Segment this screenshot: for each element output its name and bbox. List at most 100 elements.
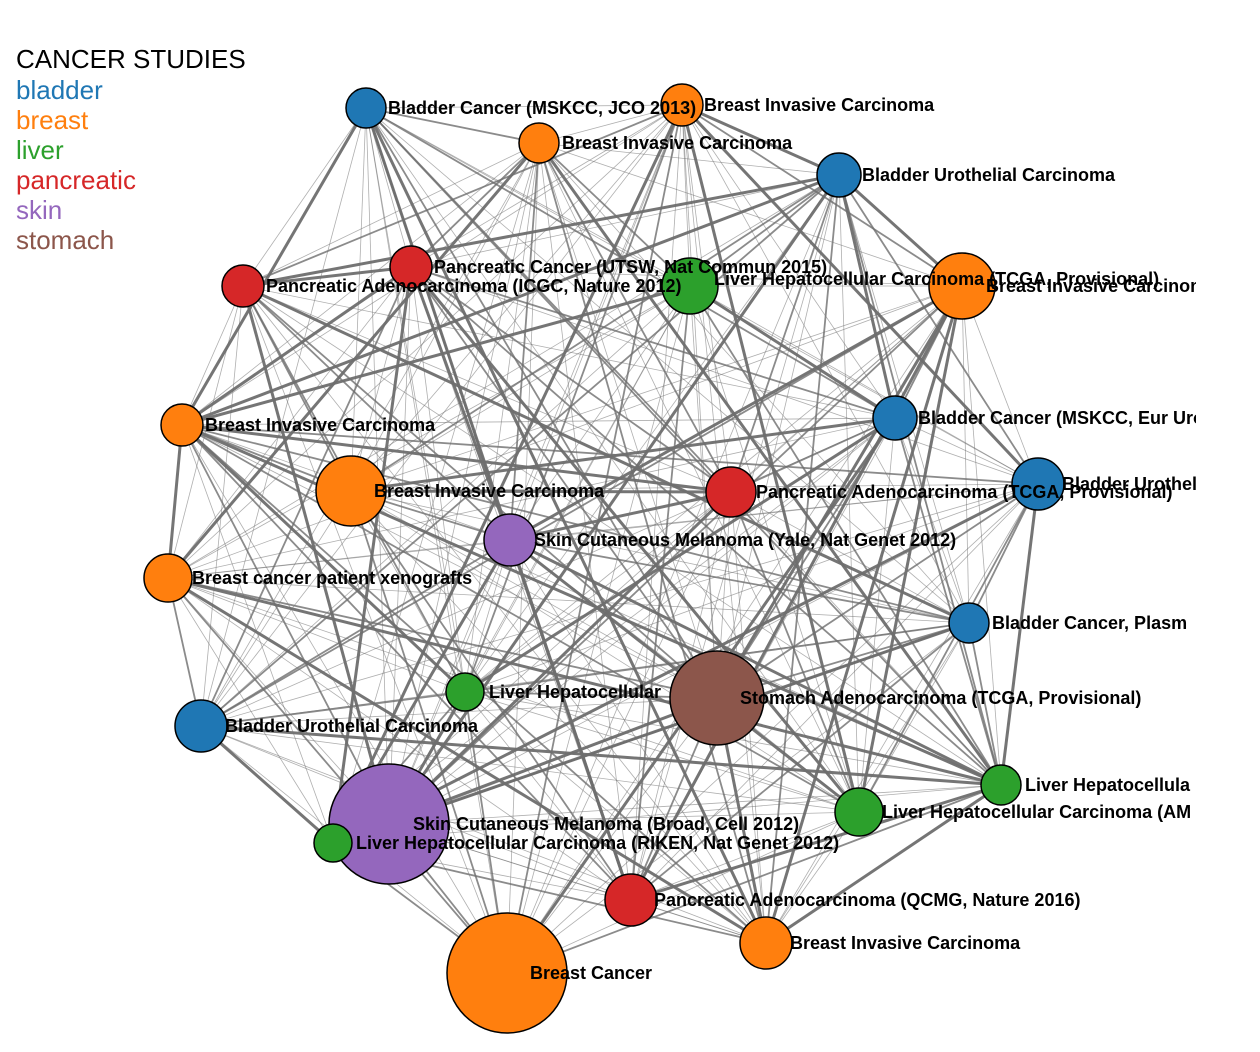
edge <box>464 691 632 901</box>
edge <box>388 417 896 825</box>
edge <box>506 491 732 974</box>
edge <box>629 285 964 901</box>
node-label: Breast Invasive Carcinoma <box>986 276 1217 296</box>
edge <box>387 174 841 825</box>
node-label: Breast Cancer <box>530 963 652 983</box>
node-label: Stomach Adenocarcinoma (TCGA, Provisiona… <box>740 688 1141 708</box>
node-pancreatic[interactable] <box>604 873 658 927</box>
node-pancreatic[interactable] <box>221 264 265 308</box>
edge <box>365 107 896 419</box>
edge <box>180 107 368 426</box>
edge <box>410 266 1039 485</box>
node-bladder[interactable] <box>1011 457 1065 511</box>
node-liver[interactable] <box>445 672 485 712</box>
edge <box>730 491 1002 786</box>
edge <box>200 691 466 727</box>
edge <box>388 784 1002 825</box>
node-liver[interactable] <box>313 823 353 863</box>
edge <box>242 142 540 287</box>
node-label: Breast Invasive Carcinoma <box>704 95 935 115</box>
edge <box>350 266 412 492</box>
node-pancreatic[interactable] <box>705 466 757 518</box>
node-breast[interactable] <box>446 912 568 1034</box>
edge <box>200 539 511 727</box>
legend-item-liver[interactable]: liver <box>16 135 64 165</box>
edge <box>538 142 840 176</box>
edge <box>167 577 632 901</box>
node-breast[interactable] <box>143 553 193 603</box>
edge <box>894 417 970 624</box>
node-label: Breast Invasive Carcinoma <box>790 933 1021 953</box>
edge <box>858 417 896 813</box>
edge <box>242 285 767 944</box>
edge <box>464 416 896 694</box>
node-label: Liver Hepatocellular Carcinoma (TCGA, Pr… <box>714 269 1159 289</box>
edge <box>167 577 718 699</box>
edge <box>630 483 1039 901</box>
legend-item-skin[interactable]: skin <box>16 195 63 225</box>
legend-item-bladder[interactable]: bladder <box>16 75 103 105</box>
edge <box>681 104 963 287</box>
node-pancreatic[interactable] <box>389 245 433 289</box>
node-breast[interactable] <box>739 916 793 970</box>
edge <box>681 104 896 419</box>
edge <box>538 142 732 493</box>
node-skin[interactable] <box>483 513 537 567</box>
edge <box>350 416 896 493</box>
node-liver[interactable] <box>661 257 719 315</box>
edge <box>200 104 683 727</box>
edge <box>167 577 334 844</box>
edge <box>537 142 1003 786</box>
node-label: Pancreatic Cancer (UTSW, Nat Commun 2015… <box>434 257 827 277</box>
edge <box>167 417 896 579</box>
node-bladder[interactable] <box>816 152 862 198</box>
node-label: Bladder Urothelial <box>1062 474 1217 494</box>
edge <box>961 285 1039 485</box>
legend-item-stomach[interactable]: stomach <box>16 225 115 255</box>
node-bladder[interactable] <box>174 699 228 753</box>
edge <box>894 417 1002 786</box>
legend-item-pancreatic[interactable]: pancreatic <box>16 165 136 195</box>
edge <box>387 490 733 826</box>
legend-item-breast[interactable]: breast <box>16 105 89 135</box>
node-label: Breast Invasive Carcinoma <box>205 415 436 435</box>
node-breast[interactable] <box>518 122 560 164</box>
edge <box>689 285 1039 485</box>
edge <box>181 417 896 426</box>
edge <box>242 173 840 288</box>
node-liver[interactable] <box>980 764 1022 806</box>
edge <box>630 417 896 901</box>
edge <box>764 285 964 944</box>
edge <box>464 174 840 693</box>
node-breast[interactable] <box>660 83 704 127</box>
node-stomach[interactable] <box>669 650 765 746</box>
edge <box>765 622 970 944</box>
edge <box>167 539 511 579</box>
edge <box>180 423 467 694</box>
node-bladder[interactable] <box>948 602 990 644</box>
edge <box>509 538 1002 787</box>
node-breast[interactable] <box>315 455 387 527</box>
edge <box>181 424 718 699</box>
edge <box>716 483 1039 699</box>
node-breast[interactable] <box>160 403 204 447</box>
edge <box>242 265 412 288</box>
edge <box>630 174 840 901</box>
edge <box>506 285 691 974</box>
node-bladder[interactable] <box>872 395 918 441</box>
edge <box>181 285 244 426</box>
node-label: Liver Hepatocellular Carcinoma (RIKEN, N… <box>356 833 839 853</box>
edge <box>968 622 1002 786</box>
edge <box>181 284 691 427</box>
node-liver[interactable] <box>834 787 884 837</box>
edge <box>365 107 390 825</box>
node-breast[interactable] <box>928 252 996 320</box>
edge <box>350 490 970 624</box>
edge <box>332 417 896 844</box>
edge <box>200 107 367 727</box>
edge <box>961 285 970 624</box>
edge <box>332 142 540 844</box>
edge <box>765 483 1039 944</box>
node-bladder[interactable] <box>345 87 387 129</box>
